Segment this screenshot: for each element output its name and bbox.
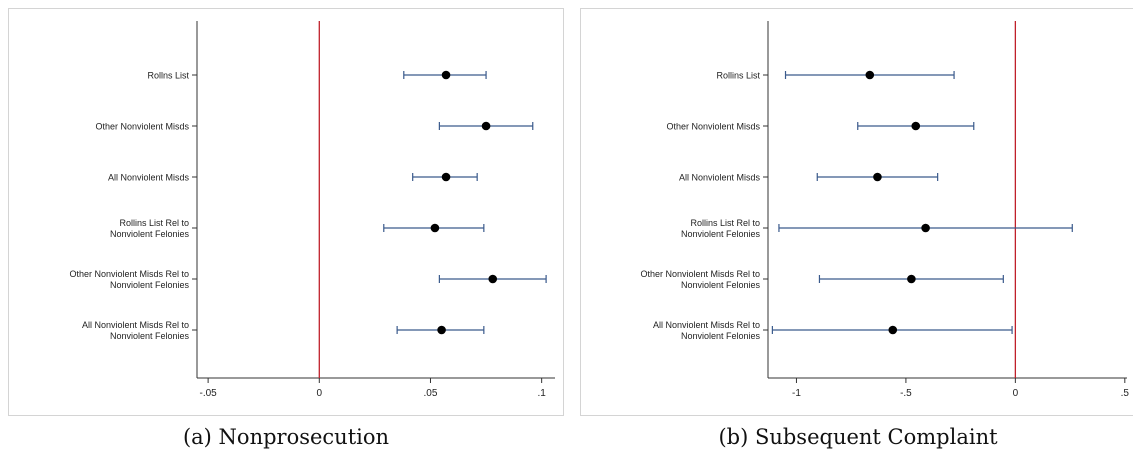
- point-estimate: [921, 223, 930, 233]
- x-tick-label: -1: [792, 388, 801, 399]
- category-label: All Nonviolent Misds: [108, 173, 190, 183]
- x-tick-label: .5: [1121, 388, 1130, 399]
- category-label: Other Nonviolent Misds: [666, 122, 760, 132]
- caption-subsequent-complaint: (b) Subsequent Complaint: [718, 425, 998, 449]
- point-estimate: [873, 172, 882, 182]
- caption-nonprosecution: (a) Nonprosecution: [182, 425, 390, 449]
- category-label: Nonviolent Felonies: [681, 229, 761, 239]
- category-label: Nonviolent Felonies: [681, 280, 761, 290]
- coefficient-plot-subsequent-complaint: -1 -.5 0 .5 Rollins List Other Nonviolent Mis…: [640, 21, 1130, 399]
- x-tick-label: 0: [317, 388, 323, 399]
- category-label: Nonviolent Felonies: [110, 280, 190, 290]
- point-estimate: [907, 274, 916, 284]
- category-label: Rollins List: [716, 71, 760, 81]
- category-label: All Nonviolent Misds Rel to: [82, 320, 189, 330]
- point-estimate: [441, 172, 451, 182]
- category-label: Rollns List: [147, 71, 189, 81]
- category-label: Nonviolent Felonies: [110, 331, 190, 341]
- category-label: Other Nonviolent Misds Rel to: [69, 269, 189, 279]
- category-label: All Nonviolent Misds Rel to: [653, 320, 760, 330]
- x-tick-label: .1: [537, 388, 546, 399]
- point-estimate: [437, 325, 446, 335]
- point-estimate: [488, 274, 498, 284]
- x-tick-label: -.05: [200, 388, 218, 399]
- category-label: Nonviolent Felonies: [681, 331, 761, 341]
- point-estimate: [911, 121, 921, 131]
- point-estimate: [888, 325, 898, 335]
- x-tick-label: .05: [424, 388, 438, 399]
- x-tick-label: 0: [1013, 388, 1019, 399]
- category-label: Other Nonviolent Misds Rel to: [640, 269, 760, 279]
- coefficient-plot-nonprosecution: -.05 0 .05 .1 Rollns List Other Nonviolent Mi…: [69, 21, 555, 399]
- panel-subsequent-complaint: -1 -.5 0 .5 Rollins List Other Nonviolent Mis…: [580, 8, 1133, 416]
- x-tick-label: -.5: [900, 388, 912, 399]
- point-estimate: [865, 70, 875, 80]
- category-label: Rollins List Rel to: [690, 218, 760, 228]
- point-estimate: [430, 223, 440, 233]
- category-label: Rollins List Rel to: [119, 218, 189, 228]
- category-label: Nonviolent Felonies: [110, 229, 190, 239]
- category-label: All Nonviolent Misds: [679, 173, 761, 183]
- point-estimate: [441, 70, 451, 80]
- panel-nonprosecution: -.05 0 .05 .1 Rollns List Other Nonviolent Mi…: [8, 8, 564, 416]
- category-label: Other Nonviolent Misds: [95, 122, 189, 132]
- point-estimate: [481, 121, 491, 131]
